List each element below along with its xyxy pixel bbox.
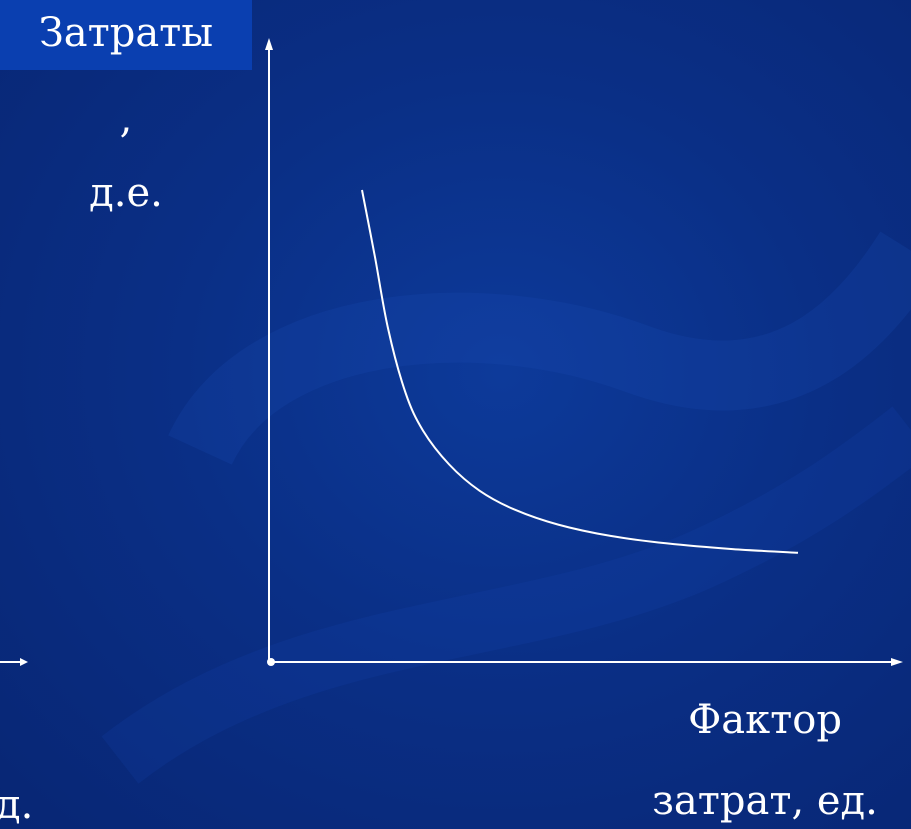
y-axis-label-line-1: Затраты bbox=[38, 10, 214, 56]
fragment-x-axis-arrow bbox=[20, 658, 28, 666]
fragment-label: д. bbox=[0, 782, 34, 828]
y-axis-label-line-2: , bbox=[119, 96, 133, 142]
y-axis-label-line-3: д.е. bbox=[89, 170, 163, 216]
y-axis-arrow bbox=[265, 38, 273, 50]
y-axis-label-highlight bbox=[0, 0, 252, 70]
x-axis-label-line-2: затрат, ед. bbox=[652, 778, 878, 824]
series-line bbox=[361, 189, 799, 554]
x-axis-label-line-1: Фактор bbox=[688, 697, 842, 743]
axis-origin bbox=[267, 658, 275, 666]
x-axis-arrow bbox=[891, 658, 903, 666]
